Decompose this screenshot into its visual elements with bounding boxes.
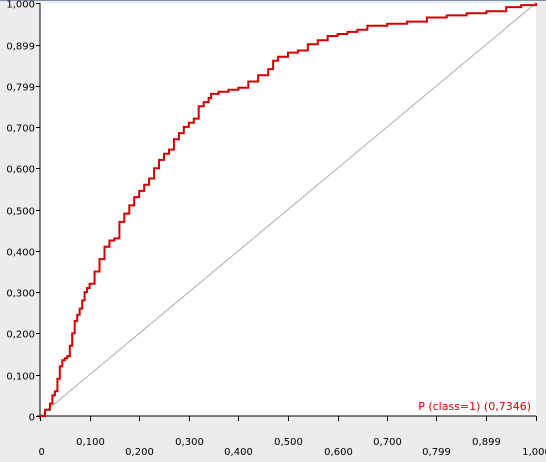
axes: 0 0,100 0,200 0,300 0,400 0,500 0,600 0,700 0,79…	[6, 0, 546, 458]
y-tick-label: 0,100	[6, 372, 35, 383]
y-tick-label: 0,700	[6, 124, 35, 135]
y-tick-label: 1,000	[6, 0, 35, 11]
series-layer	[39, 2, 537, 417]
y-tick-label: 0,899	[6, 42, 35, 53]
x-tick-label: 0,100	[76, 437, 105, 448]
legend-label: P (class=1) (0,7346)	[418, 400, 531, 413]
y-tick-label: 0,400	[6, 248, 35, 259]
x-tick-label: 1,000	[522, 447, 546, 458]
y-tick-label: 0,300	[6, 289, 35, 300]
x-tick-label: 0,899	[472, 437, 501, 448]
y-tick-label: 0,200	[6, 330, 35, 341]
roc-curve	[40, 3, 537, 417]
y-tick-label: 0,500	[6, 207, 35, 218]
x-tick-label: 0	[39, 447, 45, 458]
x-tick-label: 0,300	[175, 437, 204, 448]
diagonal-reference-line	[39, 2, 537, 417]
y-tick-label: 0	[29, 413, 35, 424]
y-tick-label: 0,799	[6, 83, 35, 94]
y-tick-label: 0,600	[6, 165, 35, 176]
x-tick-label: 0,700	[373, 437, 402, 448]
x-tick-label: 0,500	[274, 437, 303, 448]
x-tick-label: 0,799	[422, 447, 451, 458]
legend: P (class=1) (0,7346)	[418, 400, 531, 413]
x-tick-label: 0,400	[224, 447, 253, 458]
x-tick-label: 0,200	[125, 447, 154, 458]
x-tick-label: 0,600	[324, 447, 353, 458]
